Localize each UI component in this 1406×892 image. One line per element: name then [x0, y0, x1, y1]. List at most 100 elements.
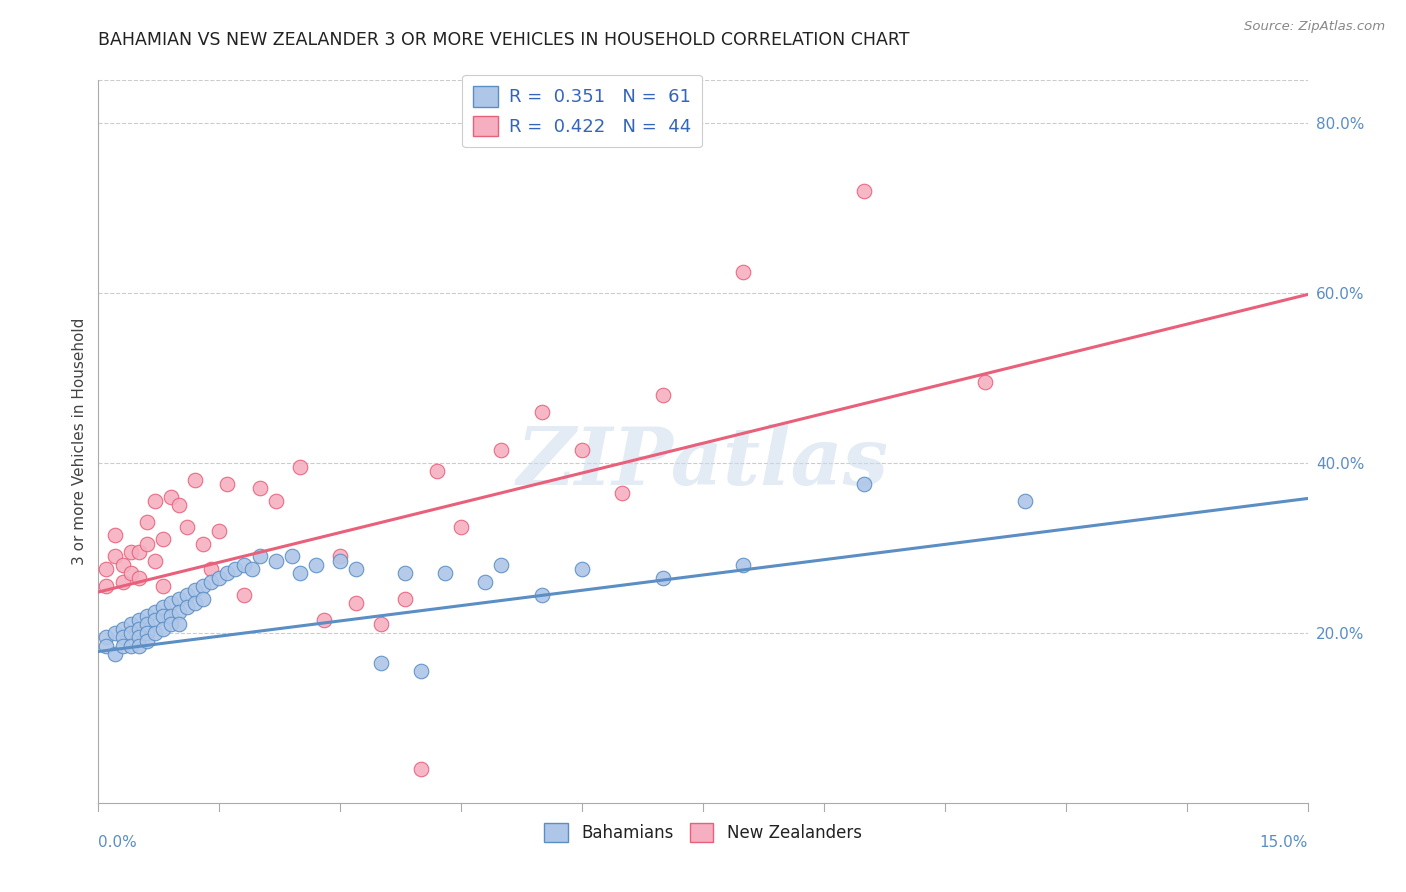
Point — [120, 617, 142, 632]
Point — [232, 558, 254, 572]
Point — [974, 375, 997, 389]
Point — [224, 562, 246, 576]
Point — [184, 583, 207, 598]
Point — [96, 630, 118, 644]
Point — [128, 545, 150, 559]
Point — [612, 485, 634, 500]
Point — [111, 622, 134, 636]
Point — [370, 656, 392, 670]
Point — [344, 562, 367, 576]
Point — [288, 460, 311, 475]
Point — [143, 494, 166, 508]
Point — [474, 574, 496, 589]
Point — [128, 630, 150, 644]
Point — [152, 622, 174, 636]
Text: Source: ZipAtlas.com: Source: ZipAtlas.com — [1244, 20, 1385, 33]
Point — [491, 443, 513, 458]
Point — [143, 605, 166, 619]
Point — [281, 549, 304, 564]
Point — [530, 405, 553, 419]
Point — [394, 591, 416, 606]
Point — [176, 600, 198, 615]
Point — [96, 579, 118, 593]
Point — [288, 566, 311, 581]
Point — [530, 588, 553, 602]
Point — [217, 566, 239, 581]
Point — [143, 613, 166, 627]
Point — [184, 596, 207, 610]
Point — [103, 528, 125, 542]
Point — [733, 264, 755, 278]
Point — [651, 570, 673, 584]
Point — [103, 647, 125, 661]
Point — [193, 591, 215, 606]
Point — [200, 574, 222, 589]
Point — [176, 519, 198, 533]
Point — [135, 634, 157, 648]
Point — [111, 630, 134, 644]
Point — [184, 473, 207, 487]
Point — [160, 617, 183, 632]
Point — [160, 596, 183, 610]
Point — [651, 388, 673, 402]
Point — [853, 477, 876, 491]
Point — [394, 566, 416, 581]
Point — [409, 762, 432, 776]
Point — [853, 184, 876, 198]
Point — [160, 608, 183, 623]
Point — [167, 605, 190, 619]
Legend: Bahamians, New Zealanders: Bahamians, New Zealanders — [537, 816, 869, 848]
Point — [450, 519, 472, 533]
Point — [143, 625, 166, 640]
Point — [571, 562, 593, 576]
Y-axis label: 3 or more Vehicles in Household: 3 or more Vehicles in Household — [72, 318, 87, 566]
Point — [200, 562, 222, 576]
Point — [240, 562, 263, 576]
Point — [426, 464, 449, 478]
Point — [329, 549, 352, 564]
Point — [103, 625, 125, 640]
Point — [135, 617, 157, 632]
Point — [111, 558, 134, 572]
Point — [409, 664, 432, 678]
Point — [264, 553, 287, 567]
Point — [128, 613, 150, 627]
Point — [120, 566, 142, 581]
Point — [152, 533, 174, 547]
Point — [103, 549, 125, 564]
Point — [434, 566, 457, 581]
Point — [329, 553, 352, 567]
Point — [249, 481, 271, 495]
Point — [249, 549, 271, 564]
Text: 15.0%: 15.0% — [1260, 835, 1308, 850]
Point — [733, 558, 755, 572]
Point — [167, 617, 190, 632]
Point — [152, 608, 174, 623]
Point — [152, 600, 174, 615]
Point — [193, 536, 215, 550]
Point — [96, 639, 118, 653]
Point — [96, 562, 118, 576]
Point — [143, 553, 166, 567]
Point — [135, 625, 157, 640]
Point — [120, 639, 142, 653]
Point — [232, 588, 254, 602]
Point — [167, 498, 190, 512]
Point — [135, 608, 157, 623]
Point — [120, 625, 142, 640]
Point — [160, 490, 183, 504]
Point — [128, 570, 150, 584]
Point — [264, 494, 287, 508]
Point — [128, 639, 150, 653]
Point — [120, 545, 142, 559]
Point — [314, 613, 336, 627]
Point — [491, 558, 513, 572]
Point — [135, 516, 157, 530]
Point — [135, 536, 157, 550]
Point — [193, 579, 215, 593]
Point — [217, 477, 239, 491]
Point — [176, 588, 198, 602]
Point — [344, 596, 367, 610]
Point — [167, 591, 190, 606]
Point — [305, 558, 328, 572]
